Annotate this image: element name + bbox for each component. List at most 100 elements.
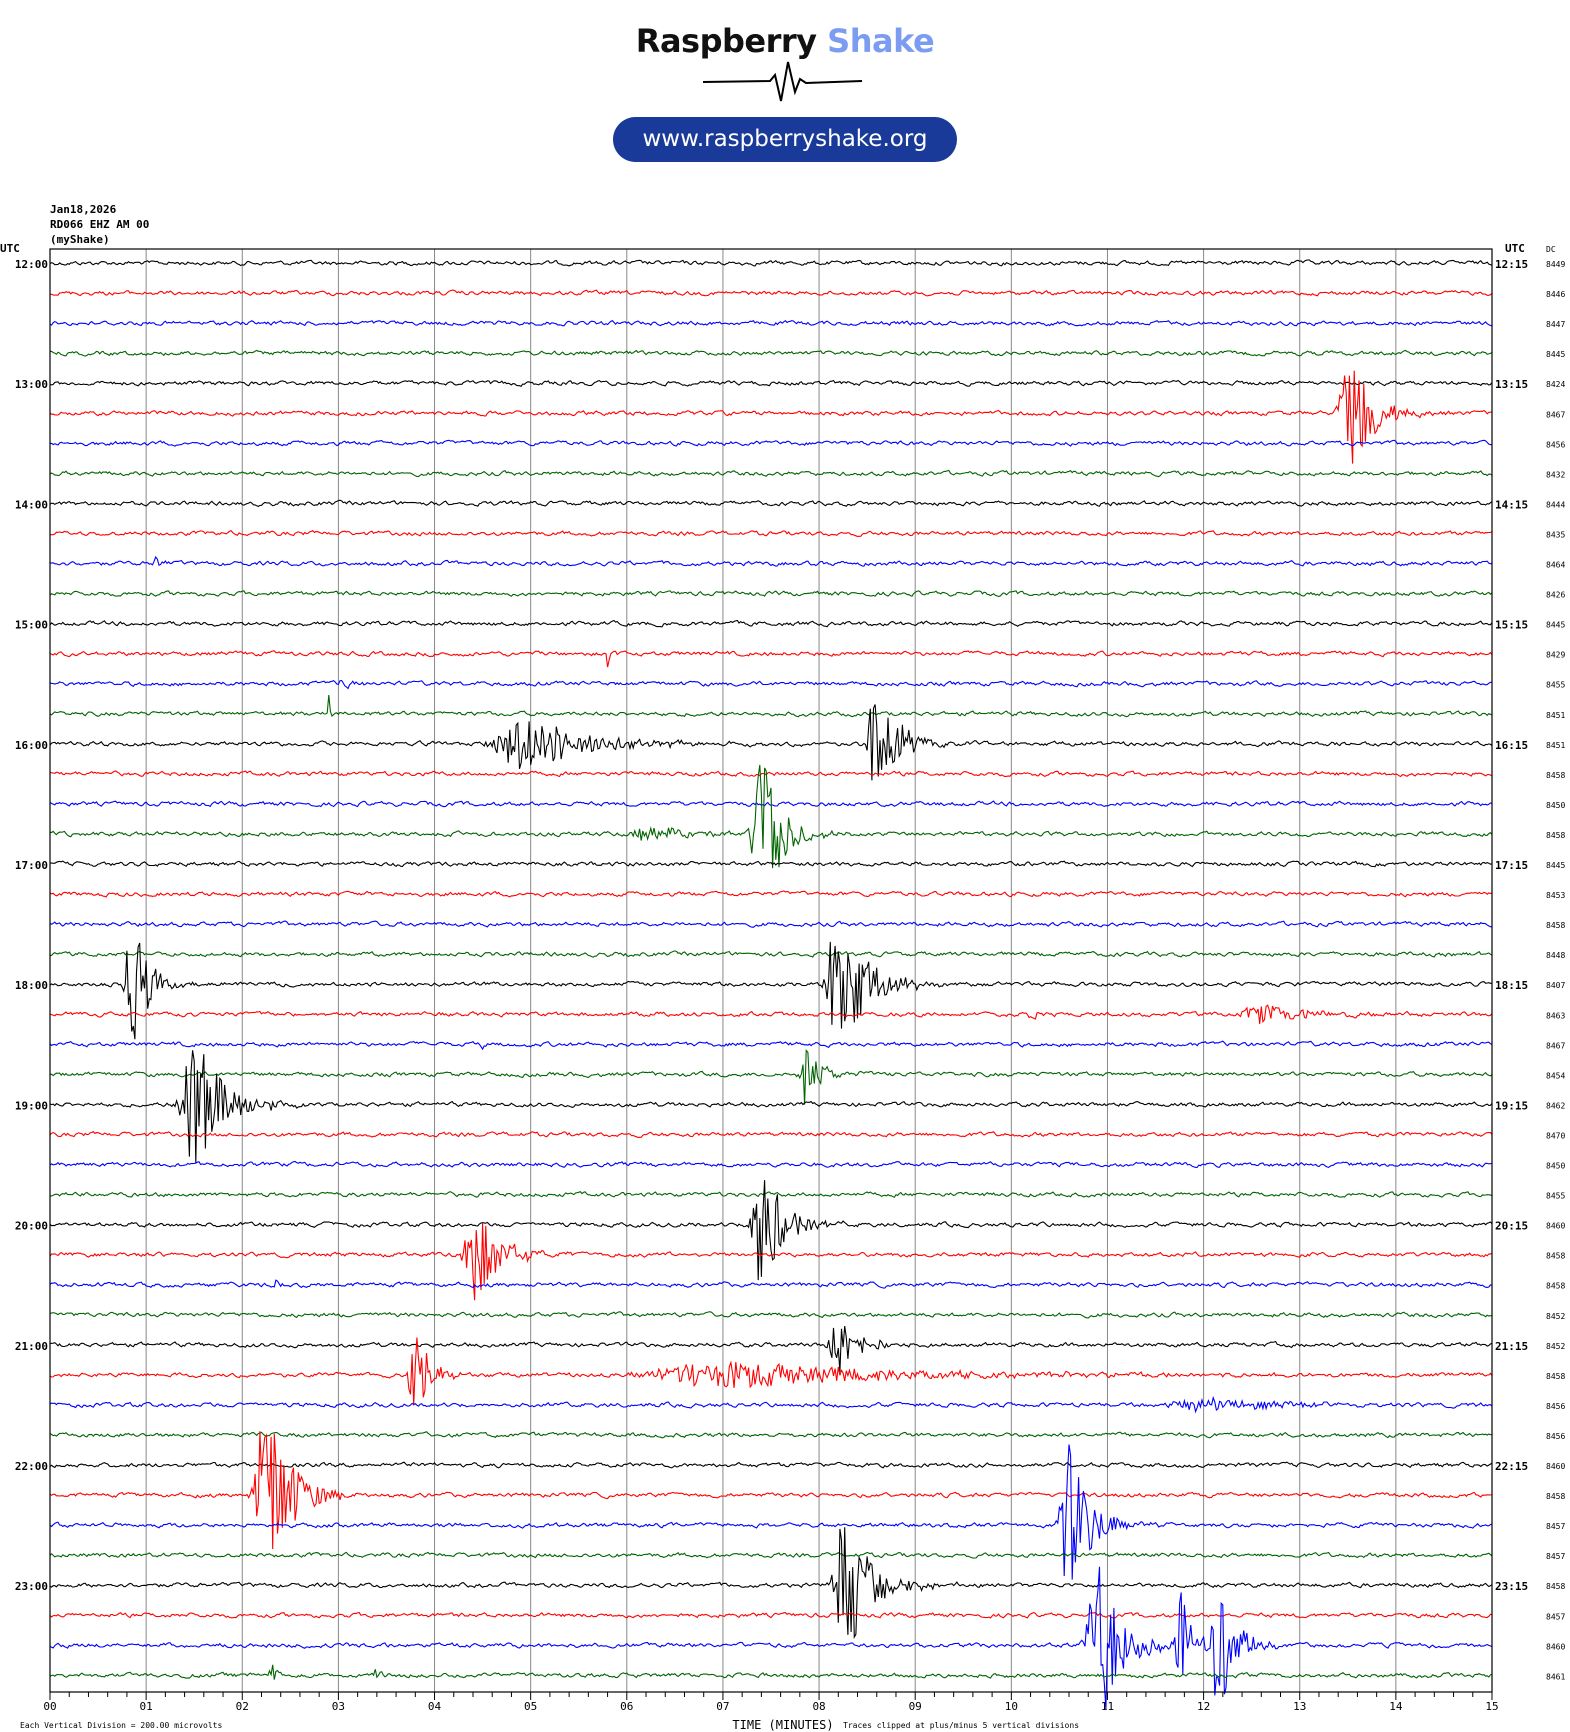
trace-line	[49, 469, 1493, 478]
dc-value: 8445	[1546, 621, 1565, 630]
scale-note: Each Vertical Division = 200.00 microvol…	[20, 1721, 222, 1730]
seismogram-logo-icon	[702, 61, 863, 102]
right-time-label: 12:15	[1495, 258, 1528, 271]
trace-line	[49, 770, 1493, 778]
dc-value: 8449	[1546, 260, 1565, 269]
left-time-label: 14:00	[15, 498, 48, 511]
plot-frame	[49, 248, 1493, 1693]
dc-value: 8435	[1546, 530, 1565, 539]
left-time-label: 20:00	[15, 1220, 48, 1233]
trace-line	[50, 764, 1493, 869]
trace-line	[49, 1050, 1493, 1164]
trace-line	[49, 1527, 1493, 1640]
dc-value: 8464	[1546, 561, 1565, 570]
trace-line	[50, 1191, 1493, 1198]
left-time-label: 15:00	[15, 619, 48, 632]
dc-value: 8451	[1546, 711, 1565, 720]
left-time-label: 12:00	[15, 258, 48, 271]
trace-line	[49, 1566, 1493, 1710]
left-time-label: 16:00	[15, 739, 48, 752]
x-tick-label: 12	[1197, 1700, 1210, 1713]
dc-value: 8458	[1546, 1372, 1565, 1381]
dc-value: 8452	[1546, 1312, 1565, 1321]
left-time-label: 22:00	[15, 1460, 48, 1473]
trace-line	[49, 1337, 1493, 1406]
dc-value: 8429	[1546, 651, 1565, 660]
dc-value: 8461	[1546, 1672, 1565, 1681]
dc-value: 8458	[1546, 1282, 1565, 1291]
brand-word-1: Raspberry	[635, 22, 817, 60]
dc-value: 8456	[1546, 1402, 1565, 1411]
left-time-label: 21:00	[15, 1340, 48, 1353]
dc-value: 8424	[1546, 380, 1565, 389]
trace-line	[49, 1180, 1493, 1281]
x-tick-label: 15	[1485, 1700, 1498, 1713]
dc-value: 8445	[1546, 861, 1565, 870]
dc-value: 8454	[1546, 1071, 1565, 1080]
dc-value: 8446	[1546, 290, 1565, 299]
trace-line	[49, 1326, 1493, 1372]
trace-line	[49, 499, 1493, 508]
x-axis: 00 01 02 03 04 05 06 07 08 09 10 11 12 13 14 15	[43, 1692, 1499, 1713]
dc-value: 8457	[1546, 1522, 1565, 1531]
dc-value: 8470	[1546, 1131, 1565, 1140]
right-time-label: 18:15	[1495, 979, 1528, 992]
dc-value: 8455	[1546, 681, 1565, 690]
dc-value: 8456	[1546, 1432, 1565, 1441]
dc-value: 8457	[1546, 1612, 1565, 1621]
trace-line	[50, 530, 1493, 537]
x-tick-label: 10	[1005, 1700, 1018, 1713]
right-time-label: 13:15	[1495, 378, 1528, 391]
trace-line	[49, 1664, 1493, 1680]
trace-line	[49, 1040, 1493, 1051]
trace-line	[49, 1131, 1493, 1138]
dc-value: 8460	[1546, 1642, 1565, 1651]
trace-line	[49, 860, 1493, 868]
x-tick-label: 09	[909, 1700, 922, 1713]
trace-line	[49, 1279, 1493, 1289]
dc-value: 8447	[1546, 320, 1565, 329]
right-time-label: 14:15	[1495, 498, 1528, 511]
x-tick-label: 03	[332, 1700, 345, 1713]
right-time-label: 22:15	[1495, 1460, 1528, 1473]
right-time-label: 16:15	[1495, 739, 1528, 752]
station-label: RD066 EHZ AM 00	[50, 218, 150, 231]
dc-value: 8450	[1546, 1162, 1565, 1171]
trace-line	[49, 590, 1493, 597]
dc-value: 8458	[1546, 1252, 1565, 1261]
dc-value: 8432	[1546, 470, 1565, 479]
trace-line	[49, 259, 1493, 267]
left-time-label: 18:00	[15, 979, 48, 992]
trace-line	[49, 379, 1493, 387]
dc-value: 8453	[1546, 891, 1565, 900]
trace-line	[49, 349, 1493, 357]
dc-value: 8458	[1546, 921, 1565, 930]
trace-line	[49, 1612, 1492, 1619]
right-time-label: 17:15	[1495, 859, 1528, 872]
dc-value: 8452	[1546, 1342, 1565, 1351]
trace-line	[49, 695, 1493, 718]
dc-value: 8458	[1546, 1492, 1565, 1501]
trace-line	[49, 1223, 1493, 1301]
trace-line	[49, 704, 1493, 781]
trace-line	[49, 439, 1493, 447]
right-time-label: 23:15	[1495, 1580, 1528, 1593]
x-tick-label: 05	[524, 1700, 537, 1713]
trace-line	[49, 679, 1493, 690]
trace-line	[49, 1004, 1493, 1025]
trace-line	[49, 619, 1493, 628]
website-link[interactable]: www.raspberryshake.org	[613, 117, 957, 162]
x-tick-label: 00	[43, 1700, 56, 1713]
right-utc-title: UTC	[1505, 242, 1525, 255]
x-tick-label: 01	[140, 1700, 153, 1713]
dc-value: 8458	[1546, 771, 1565, 780]
dc-value: 8460	[1546, 1222, 1565, 1231]
x-axis-label: TIME (MINUTES)	[732, 1718, 833, 1732]
right-time-label: 19:15	[1495, 1099, 1528, 1112]
trace-line	[49, 1431, 1493, 1439]
dc-value: 8467	[1546, 1041, 1565, 1050]
trace-line	[49, 1395, 1493, 1414]
left-time-label: 19:00	[15, 1099, 48, 1112]
traces	[49, 259, 1493, 1710]
grid-lines	[49, 249, 1493, 1692]
